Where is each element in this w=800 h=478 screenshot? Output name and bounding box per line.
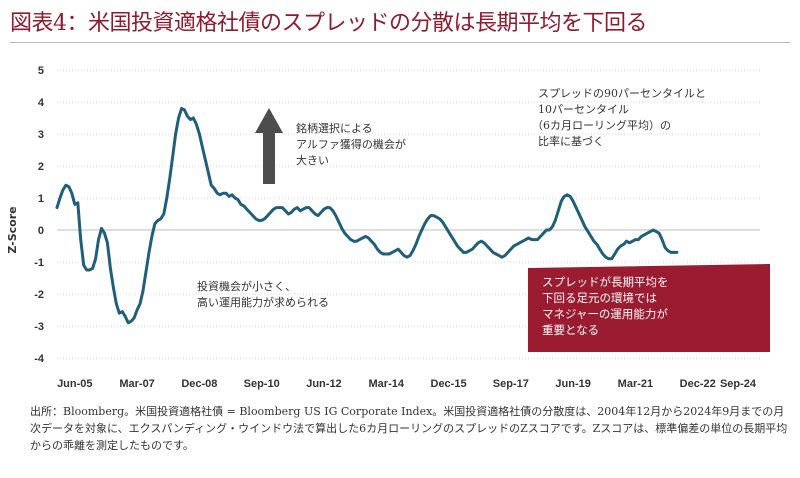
callout-line: 重要となる [542,323,599,337]
annotation-percentile-line: 比率に基づく [538,134,604,148]
x-tick-labels: Jun-05 Mar-07 Dec-08 Sep-10 Jun-12 Mar-14 Dec-… [57,378,757,390]
x-tick-label: Sep-17 [493,378,529,390]
annotation-percentile: スプレッドの90パーセンタイルと 10パーセンタイル （6カ月ローリング平均）の… [532,87,706,148]
y-tick-label: 5 [38,65,44,77]
annotation-percentile-line: 10パーセンタイル [538,103,629,116]
callout-box: スプレッドが長期平均を 下回る足元の環境では マネジャーの運用能力が 重要となる [528,264,770,352]
x-tick-label: Mar-14 [369,378,405,390]
annotation-small-opportunity: 投資機会が小さく、 高い運用能力が求められる [197,279,329,309]
x-tick-label: Jun-12 [306,378,341,390]
y-tick-label: -2 [34,289,44,301]
x-tick-label: Dec-08 [181,378,217,390]
chart-title: 図表4：米国投資適格社債のスプレッドの分散は長期平均を下回る [10,11,648,36]
x-tick-label: Dec-15 [431,378,467,390]
y-tick-label: -4 [34,353,45,365]
x-tick-label: Jun-05 [57,378,92,390]
y-tick-label: 3 [38,129,44,141]
annotation-alpha-line: 銘柄選択による [296,121,373,135]
y-axis-label: Z-Score [6,206,19,253]
x-tick-label: Jun-19 [555,378,590,390]
x-tick-label: Dec-22 [680,378,716,390]
y-tick-label: 2 [38,161,44,173]
callout-line: マネジャーの運用能力が [542,307,668,321]
up-arrow-icon [255,108,283,184]
annotation-percentile-line: （6カ月ローリング平均）の [532,118,671,132]
y-tick-label: 4 [38,97,45,109]
callout-line: 下回る足元の環境では [542,291,657,305]
annotation-alpha-line: 大きい [296,153,329,167]
y-tick-labels: 5 4 3 2 1 0 -1 -2 -3 -4 [34,65,45,365]
y-tick-label: 0 [38,225,44,237]
annotation-small-line: 投資機会が小さく、 [197,279,296,293]
title-divider [10,42,790,43]
source-note: 出所：Bloomberg。米国投資適格社債 = Bloomberg US IG … [30,405,788,452]
annotation-percentile-line: スプレッドの90パーセンタイルと [538,87,706,100]
y-tick-label: 1 [38,193,44,205]
annotation-small-line: 高い運用能力が求められる [197,295,329,309]
callout-line: スプレッドが長期平均を [542,275,669,289]
x-tick-label: Sep-24 [720,378,757,390]
x-tick-label: Sep-10 [244,378,280,390]
annotation-alpha-line: アルファ獲得の機会が [296,137,406,151]
y-tick-label: -1 [34,257,44,269]
y-tick-label: -3 [34,321,44,333]
x-tick-label: Mar-07 [119,378,154,390]
zscore-series-line [55,106,679,325]
x-tick-label: Mar-21 [618,378,653,390]
annotation-alpha: 銘柄選択による アルファ獲得の機会が 大きい [296,121,406,167]
